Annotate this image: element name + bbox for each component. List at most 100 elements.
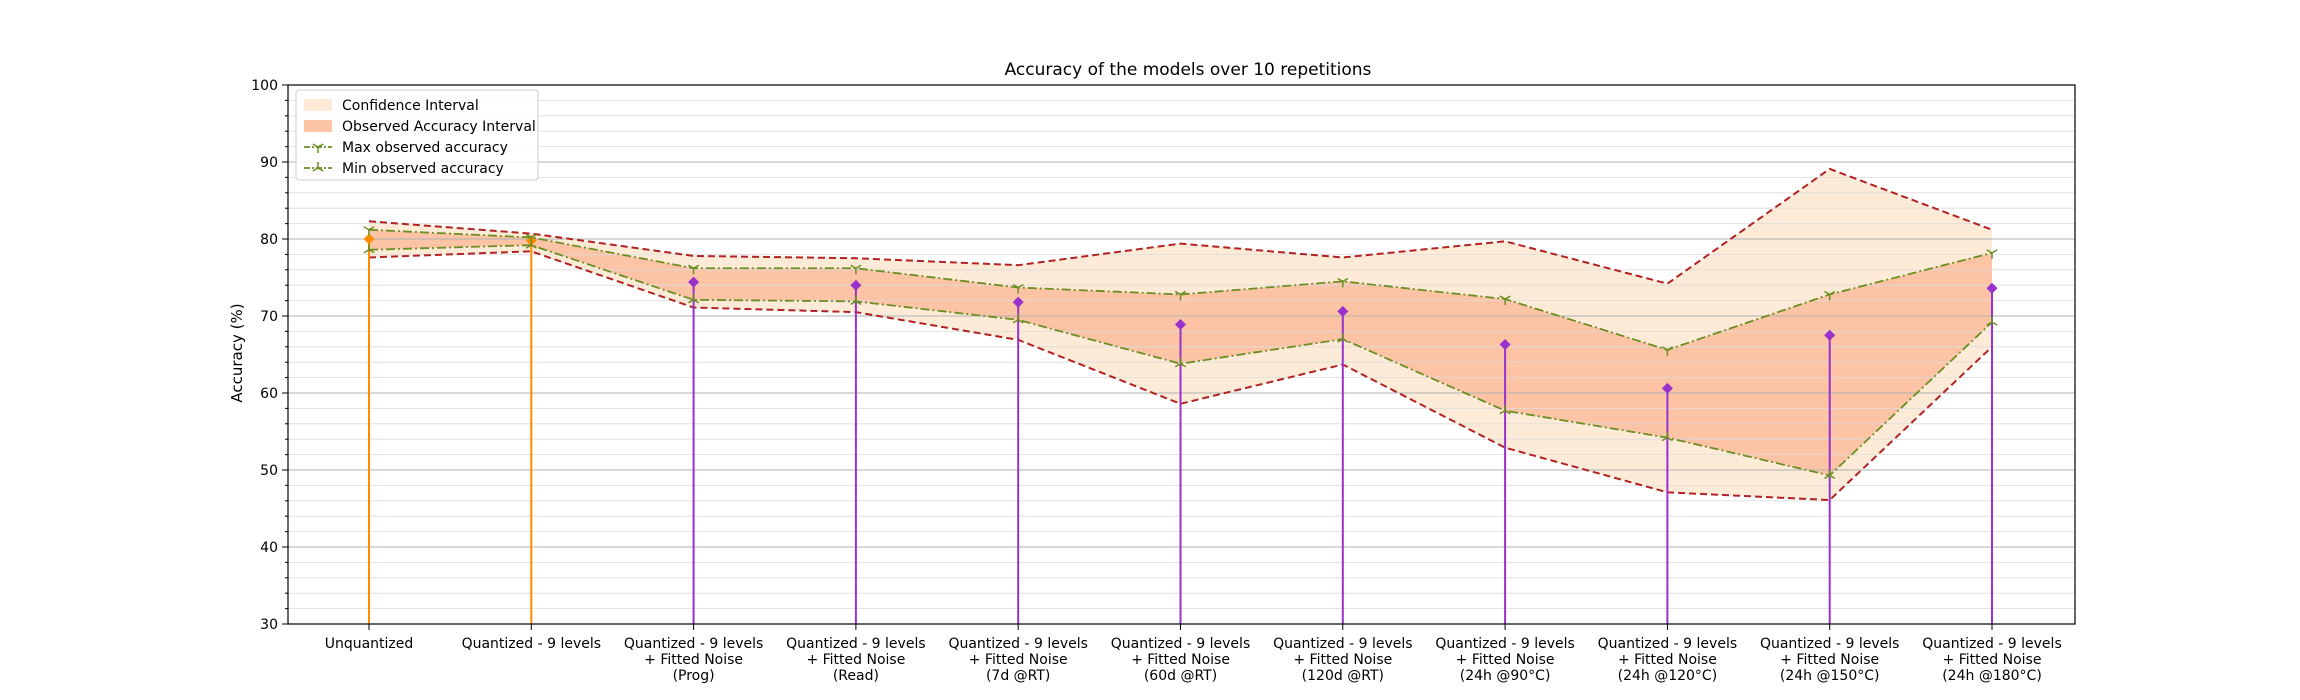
mean-marker — [1986, 282, 1998, 294]
x-tick-label-line: (24h @90°C) — [1460, 668, 1551, 684]
mean-marker — [1661, 382, 1673, 394]
x-tick-label-line: (7d @RT) — [986, 668, 1050, 684]
x-tick-label: Quantized - 9 levels + Fitted Noise (Prog) — [624, 636, 763, 684]
min-observed-marker — [1012, 313, 1024, 324]
x-tick-label-line: + Fitted Noise — [1131, 652, 1230, 668]
x-tick-label-line: (Read) — [833, 668, 879, 684]
min-observed-marker — [1174, 357, 1187, 368]
x-tick-label: Quantized - 9 levels + Fitted Noise (120d … — [1273, 636, 1412, 684]
y-tick-label: 80 — [260, 232, 278, 248]
x-tick-label-line: Quantized - 9 levels — [462, 636, 601, 652]
confidence-lines-layer — [368, 167, 1993, 502]
confidence-lower-line — [368, 250, 1993, 502]
min-observed-marker — [525, 239, 537, 249]
y-axis-label: Accuracy (%) — [228, 303, 246, 402]
y-tick-label: 40 — [260, 540, 278, 556]
x-tick-label-line: Quantized - 9 levels — [786, 636, 925, 652]
max-observed-marker — [1337, 277, 1349, 288]
x-tick-label-line: + Fitted Noise — [1293, 652, 1392, 668]
legend-label: Observed Accuracy Interval — [342, 119, 536, 135]
x-tick-label-line: (24h @120°C) — [1618, 668, 1718, 684]
x-tick-label: Quantized - 9 levels + Fitted Noise (24h @… — [1922, 636, 2061, 684]
min-observed-marker — [1986, 316, 1998, 326]
mean-marker — [363, 233, 375, 245]
legend-label: Min observed accuracy — [342, 161, 504, 177]
min-observed-marker — [363, 243, 375, 254]
confidence-upper-line — [368, 167, 1993, 285]
x-tick-label-line: Quantized - 9 levels — [1435, 636, 1574, 652]
legend: Confidence Interval Observed Accuracy Int… — [295, 89, 539, 181]
legend-label: Max observed accuracy — [342, 140, 508, 156]
x-tick-label: Unquantized — [325, 636, 414, 652]
mean-marker — [1337, 305, 1349, 317]
x-tick-label-line: Quantized - 9 levels — [1111, 636, 1250, 652]
legend-swatch — [304, 99, 332, 111]
x-tick-label: Quantized - 9 levels — [462, 636, 601, 652]
max-observed-marker — [1499, 295, 1511, 306]
x-tick-label-line: + Fitted Noise — [1456, 652, 1555, 668]
plot-frame — [287, 84, 2076, 625]
max-observed-marker — [1012, 283, 1024, 294]
mean-marker — [1012, 296, 1024, 308]
min-observed-line — [368, 244, 1993, 477]
x-tick-label: Quantized - 9 levels + Fitted Noise (60d @… — [1111, 636, 1250, 684]
x-tick-label-line: Quantized - 9 levels — [948, 636, 1087, 652]
x-tick-label-line: (24h @180°C) — [1942, 668, 2042, 684]
minmax-lines-layer — [363, 226, 1998, 480]
x-tick-label-line: (24h @150°C) — [1780, 668, 1880, 684]
x-tick-label-line: + Fitted Noise — [1943, 652, 2042, 668]
max-observed-marker — [363, 226, 375, 236]
x-tick-label-line: (60d @RT) — [1144, 668, 1217, 684]
x-tick-label-line: + Fitted Noise — [1618, 652, 1717, 668]
x-tick-label: Quantized - 9 levels + Fitted Noise (24h @… — [1760, 636, 1899, 684]
x-tick-label-line: Quantized - 9 levels — [624, 636, 763, 652]
max-observed-marker — [688, 264, 700, 275]
legend-box — [295, 89, 539, 181]
min-observed-marker — [1499, 404, 1511, 415]
max-observed-marker — [1661, 346, 1673, 356]
x-tick-label-line: Quantized - 9 levels — [1598, 636, 1737, 652]
legend-label: Confidence Interval — [342, 98, 479, 114]
mean-marker — [1499, 338, 1511, 350]
x-tick-label: Quantized - 9 levels + Fitted Noise (24h @… — [1598, 636, 1737, 684]
y-tick-label: 70 — [260, 309, 278, 325]
x-tick-label-line: Quantized - 9 levels — [1922, 636, 2061, 652]
axes-layer: 30 40 50 60 70 80 90 100 Unquantized Quantized - … — [251, 78, 2076, 684]
min-observed-marker — [850, 295, 862, 306]
x-tick-label: Quantized - 9 levels + Fitted Noise (7d @R… — [948, 636, 1087, 684]
x-tick-label-line: Unquantized — [325, 636, 414, 652]
max-observed-marker — [1824, 290, 1836, 301]
x-tick-label: Quantized - 9 levels + Fitted Noise (Read) — [786, 636, 925, 684]
chart-title: Accuracy of the models over 10 repetitio… — [1005, 60, 1372, 80]
mean-marker — [850, 279, 862, 291]
mean-marker — [1175, 318, 1186, 330]
y-tick-label: 100 — [251, 78, 278, 94]
legend-marker — [312, 143, 324, 153]
legend-marker — [312, 162, 324, 172]
mean-marker — [688, 276, 700, 288]
min-observed-marker — [688, 293, 700, 304]
x-tick-label-line: + Fitted Noise — [644, 652, 743, 668]
x-tick-label-line: + Fitted Noise — [969, 652, 1068, 668]
max-observed-marker — [1986, 249, 1998, 259]
stems-layer — [363, 233, 1998, 624]
mean-marker — [1824, 329, 1836, 341]
max-observed-marker — [850, 264, 862, 275]
x-tick-label-line: + Fitted Noise — [806, 652, 905, 668]
x-tick-label-line: (120d @RT) — [1302, 668, 1384, 684]
max-observed-line — [368, 228, 1993, 351]
x-tick-label-line: (Prog) — [673, 668, 715, 684]
x-tick-label-line: Quantized - 9 levels — [1273, 636, 1412, 652]
y-tick-label: 90 — [260, 155, 278, 171]
legend-swatch — [304, 120, 332, 132]
x-tick-label-line: Quantized - 9 levels — [1760, 636, 1899, 652]
y-tick-label: 30 — [260, 617, 278, 633]
min-observed-marker — [1661, 431, 1673, 442]
max-observed-marker — [1174, 290, 1187, 301]
min-observed-marker — [1337, 333, 1349, 343]
x-tick-label-line: + Fitted Noise — [1780, 652, 1879, 668]
min-observed-marker — [1824, 469, 1836, 480]
y-tick-label: 50 — [260, 463, 278, 479]
y-tick-label: 60 — [260, 386, 278, 402]
